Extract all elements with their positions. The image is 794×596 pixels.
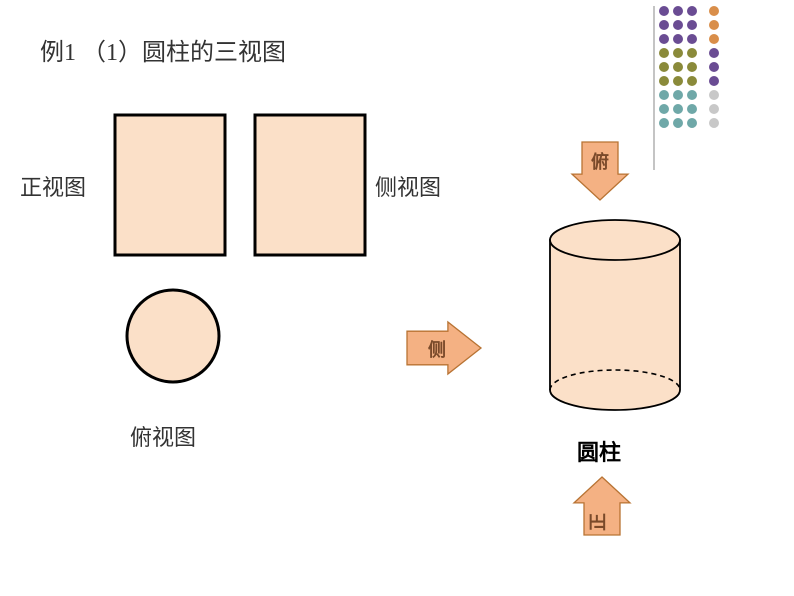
arrow-top-view: 俯 [570, 140, 630, 210]
arrow-top-label: 俯 [591, 151, 609, 172]
front-view-label: 正视图 [20, 170, 86, 202]
arrow-side-label: 侧 [428, 340, 446, 360]
top-view-label: 俯视图 [130, 420, 196, 452]
side-view-label: 侧视图 [375, 170, 441, 202]
arrow-side-view: 侧 [405, 320, 485, 380]
front-view-shape [110, 110, 240, 270]
cylinder-caption: 圆柱 [577, 435, 621, 467]
side-view-shape [250, 110, 380, 270]
arrow-front-view: 正 [572, 475, 632, 545]
arrow-front-label: 正 [588, 513, 608, 531]
cylinder-shape [530, 215, 700, 415]
top-view-shape [113, 280, 233, 400]
